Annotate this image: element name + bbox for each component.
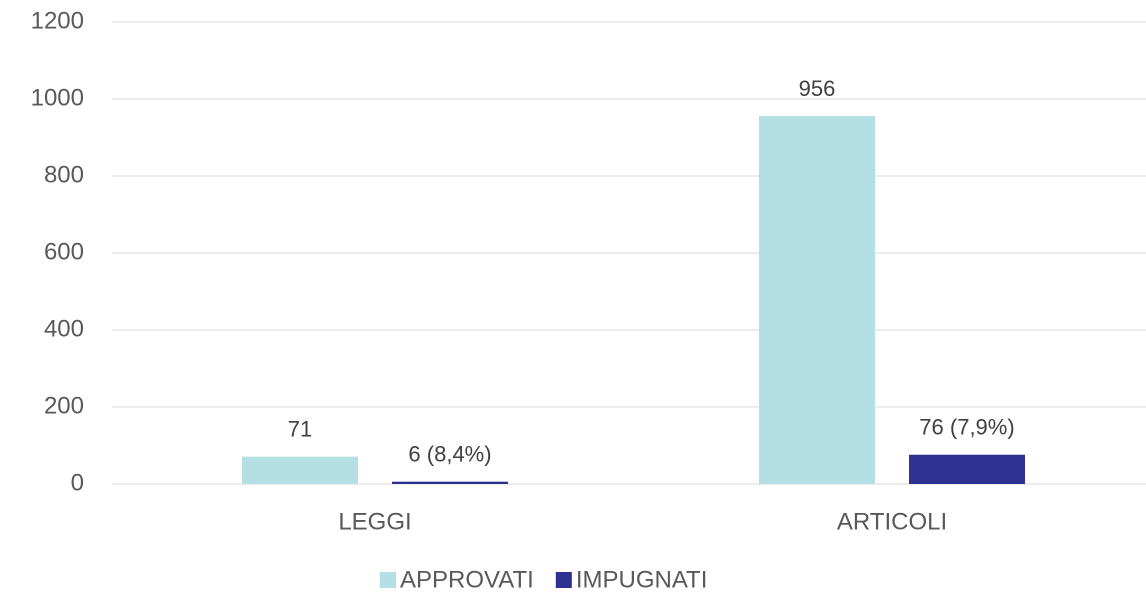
data-label: 6 (8,4%) — [408, 442, 491, 467]
legend-label: IMPUGNATI — [576, 566, 708, 593]
bar — [759, 115, 875, 484]
data-label: 76 (7,9%) — [919, 415, 1014, 440]
y-tick-label: 0 — [71, 469, 84, 496]
x-tick-label: LEGGI — [338, 508, 411, 535]
y-tick-label: 1000 — [31, 84, 84, 111]
legend-swatch — [555, 572, 572, 588]
bar — [242, 456, 358, 484]
y-tick-label: 1200 — [31, 7, 84, 34]
y-tick-label: 800 — [44, 161, 84, 188]
y-tick-label: 600 — [44, 238, 84, 265]
bar — [909, 454, 1025, 484]
y-tick-label: 400 — [44, 315, 84, 342]
legend-label: APPROVATI — [400, 566, 534, 593]
y-tick-label: 200 — [44, 392, 84, 419]
legend-swatch — [380, 572, 396, 588]
x-tick-label: ARTICOLI — [837, 508, 947, 535]
data-label: 71 — [288, 416, 312, 441]
data-label: 956 — [799, 76, 836, 101]
bar — [392, 481, 508, 484]
